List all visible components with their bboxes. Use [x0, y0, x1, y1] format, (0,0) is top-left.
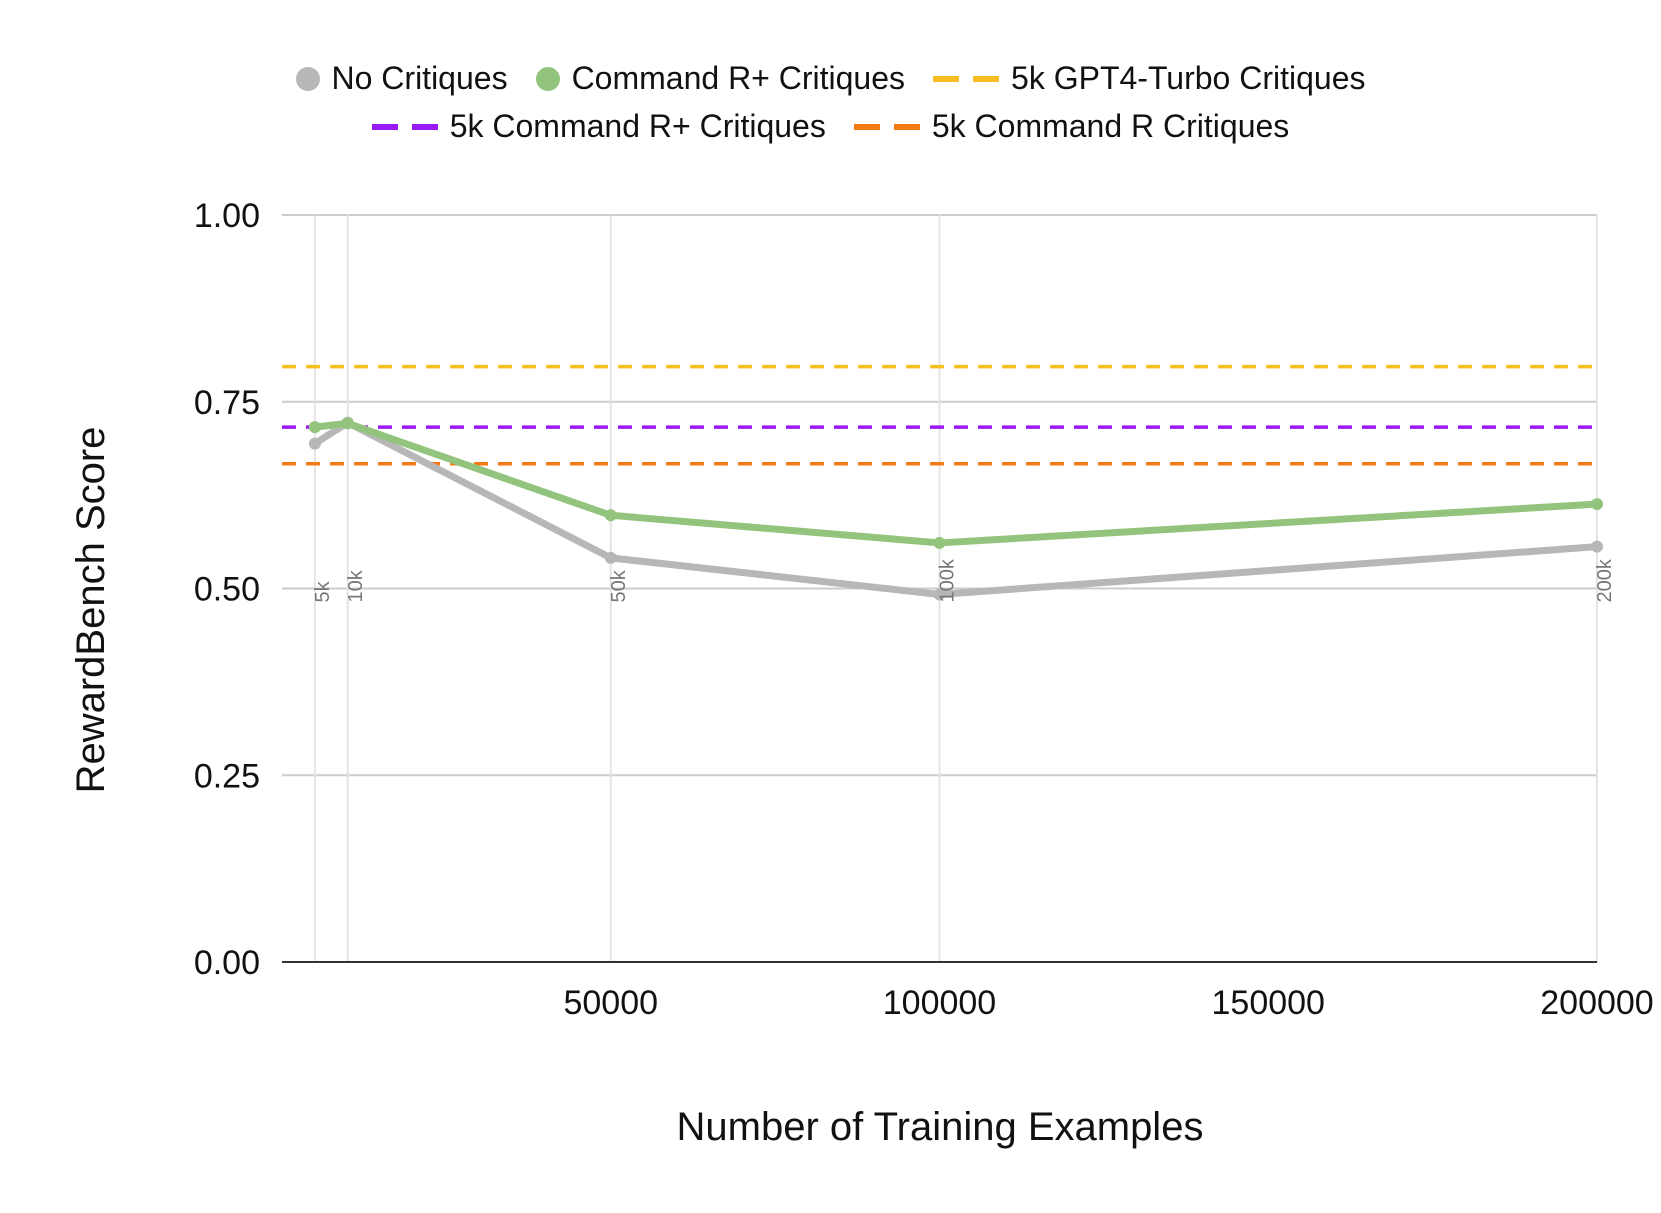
legend-item-5k-command-r-plus: 5k Command R+ Critiques: [371, 108, 826, 145]
x-tick-label: 200000: [1540, 984, 1653, 1022]
y-axis-title: RewardBench Score: [69, 427, 113, 794]
point-annotations: 5k 10k 50k 100k 200k: [312, 558, 1616, 602]
y-tick-label: 0.25: [194, 757, 260, 795]
legend-item-5k-gpt4-turbo: 5k GPT4-Turbo Critiques: [933, 60, 1366, 97]
data-point: [341, 417, 354, 430]
axes: 0.00 0.25 0.50 0.75 1.00 50000 100000 150000 200…: [194, 197, 1654, 1022]
y-tick-label: 0.00: [194, 944, 260, 982]
data-point: [604, 509, 617, 522]
legend-item-no-critiques: No Critiques: [295, 60, 508, 97]
legend-label-5k-gpt4-turbo: 5k GPT4-Turbo Critiques: [1011, 60, 1366, 96]
x-axis-title: Number of Training Examples: [677, 1105, 1204, 1149]
grid: [282, 214, 1598, 962]
data-point: [933, 536, 946, 549]
data-point: [1591, 540, 1603, 553]
x-tick-label: 50000: [563, 984, 658, 1022]
legend-swatch-no-critiques: [295, 66, 320, 91]
series-line: [311, 419, 1601, 547]
reference-lines: [282, 364, 1597, 466]
point-annotation: 10k: [345, 569, 367, 602]
data-point: [308, 421, 321, 434]
point-annotation: 100k: [937, 558, 959, 602]
data-point: [308, 437, 321, 450]
x-tick-label: 150000: [1212, 984, 1325, 1022]
data-point: [933, 588, 946, 601]
legend-row-1: No Critiques Command R+ Critiques 5k GPT…: [0, 60, 1661, 97]
legend-swatch-command-r-plus-critiques: [535, 66, 560, 91]
y-tick-label: 0.75: [194, 384, 260, 422]
y-tick-label: 1.00: [194, 197, 260, 235]
legend-item-command-r-plus-critiques: Command R+ Critiques: [535, 60, 906, 97]
legend-swatch-5k-gpt4-turbo: [933, 75, 1000, 82]
legend-label-5k-command-r: 5k Command R Critiques: [931, 108, 1290, 144]
series: [308, 416, 1603, 601]
y-tick-label: 0.50: [194, 571, 260, 609]
data-point: [1591, 498, 1603, 511]
point-annotation: 5k: [312, 580, 334, 602]
legend-swatch-5k-command-r-plus: [371, 123, 438, 130]
legend-label-no-critiques: No Critiques: [331, 60, 508, 96]
legend-label-command-r-plus-critiques: Command R+ Critiques: [571, 60, 906, 96]
legend-swatch-5k-command-r: [853, 123, 920, 130]
legend-item-5k-command-r: 5k Command R Critiques: [853, 108, 1290, 145]
point-annotation: 200k: [1594, 558, 1616, 602]
x-tick-label: 100000: [883, 984, 996, 1022]
legend-label-5k-command-r-plus: 5k Command R+ Critiques: [449, 108, 826, 144]
data-point: [604, 551, 617, 564]
point-annotation: 50k: [608, 569, 630, 602]
legend-row-2: 5k Command R+ Critiques 5k Command R Cri…: [0, 108, 1661, 145]
